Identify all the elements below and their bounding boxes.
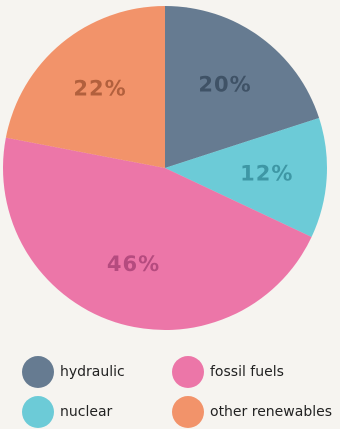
legend-label-other-renewables: other renewables bbox=[210, 404, 333, 420]
pie-slice-nuclear bbox=[165, 117, 327, 237]
slice-label-other-renewables: 22% bbox=[73, 76, 126, 100]
legend-swatch-nuclear bbox=[22, 396, 54, 428]
legend-item-fossil-fuels: fossil fuels bbox=[172, 356, 284, 388]
legend-label-nuclear: nuclear bbox=[60, 404, 113, 420]
legend-item-nuclear: nuclear bbox=[22, 396, 112, 428]
legend-swatch-other-renewables bbox=[172, 396, 204, 428]
legend-label-hydraulic: hydraulic bbox=[60, 364, 125, 380]
pie-slice-hydraulic bbox=[165, 6, 320, 168]
legend-swatch-fossil-fuels bbox=[172, 356, 204, 388]
legend-label-fossil-fuels: fossil fuels bbox=[210, 364, 284, 380]
slice-label-fossil-fuels: 46% bbox=[107, 252, 160, 276]
legend-item-hydraulic: hydraulic bbox=[22, 356, 125, 388]
pie-slice-other-renewables bbox=[5, 6, 166, 168]
legend-swatch-hydraulic bbox=[22, 356, 54, 388]
slice-label-hydraulic: 20% bbox=[198, 73, 251, 97]
pie-slice-fossil-fuels bbox=[2, 137, 312, 331]
slice-label-nuclear: 12% bbox=[240, 161, 293, 185]
legend-item-other-renewables: other renewables bbox=[172, 396, 332, 428]
